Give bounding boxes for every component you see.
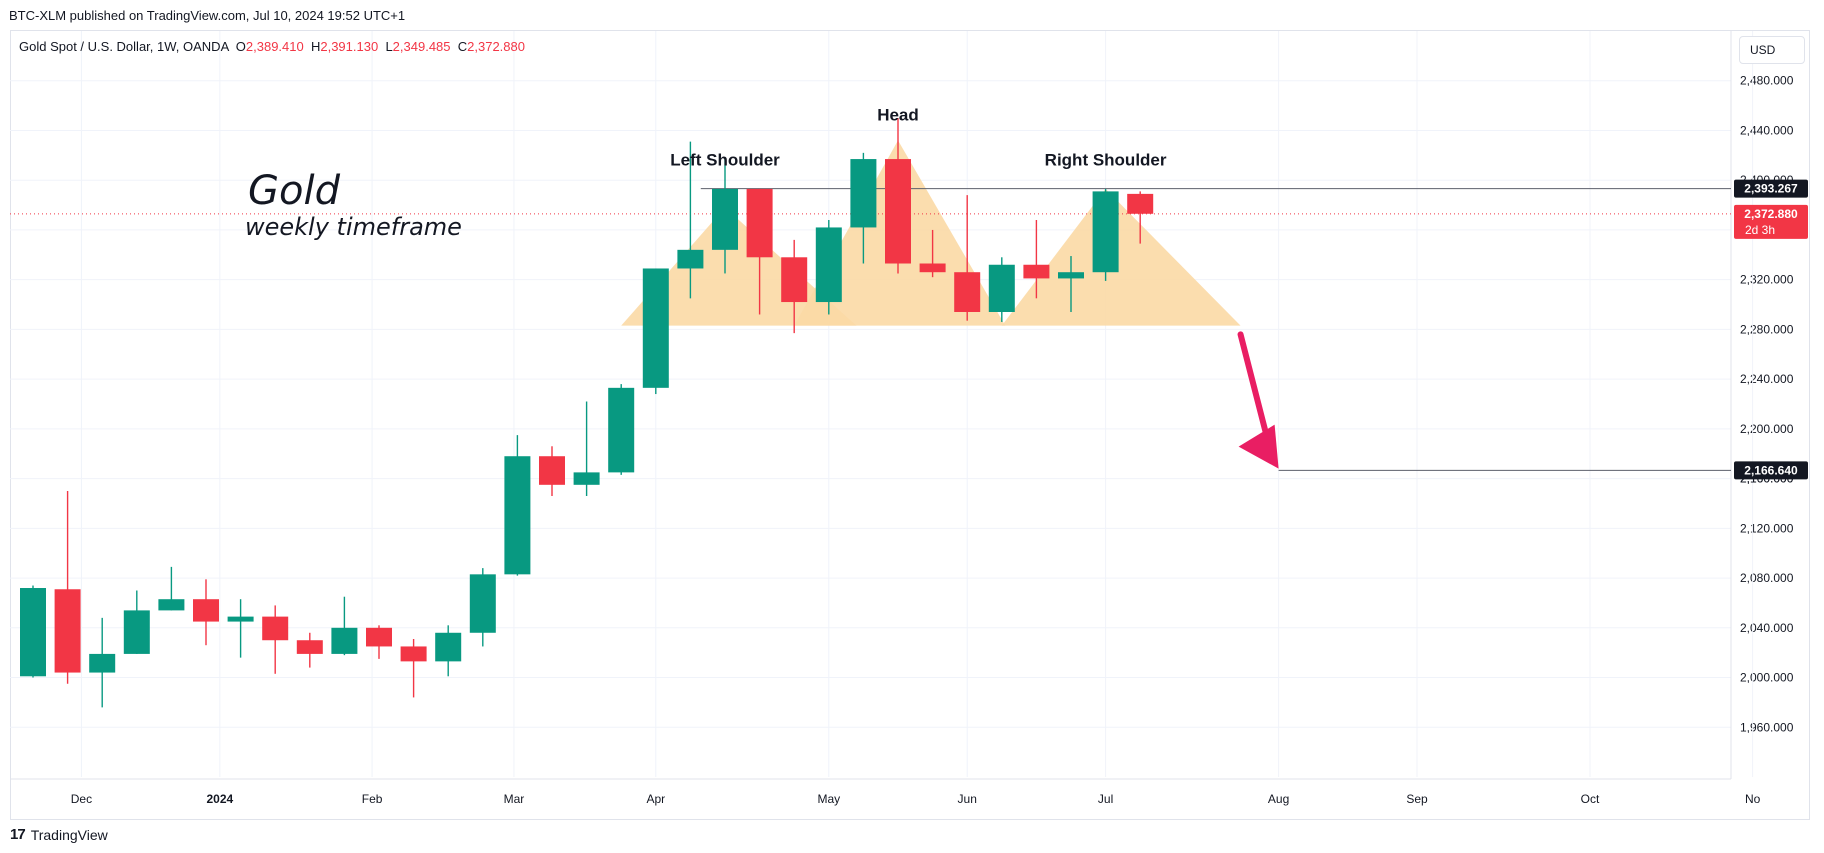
x-tick-label: Aug: [1268, 792, 1289, 806]
candle-body: [366, 627, 392, 647]
candle-body: [1058, 272, 1084, 279]
candle-body: [746, 188, 773, 258]
published-line: BTC-XLM published on TradingView.com, Ju…: [9, 8, 406, 23]
candle-body: [850, 159, 877, 228]
candle-body: [331, 627, 358, 654]
candle-body: [608, 387, 635, 473]
candle-body: [885, 159, 911, 264]
target-arrow-head: [1238, 424, 1279, 469]
y-tick-label: 2,200.000: [1740, 422, 1794, 436]
pattern-label: Left Shoulder: [670, 150, 780, 169]
candle-body: [469, 574, 496, 633]
candle-body: [504, 456, 531, 575]
y-tick-label: 1,960.000: [1740, 720, 1794, 734]
legend-close-label: C: [457, 39, 468, 54]
chart-subtitle: weekly timeframe: [245, 213, 462, 241]
legend-open-value: 2,389.410: [245, 39, 304, 54]
y-tick-label: 2,240.000: [1740, 372, 1794, 386]
y-tick-label: 2,440.000: [1740, 123, 1794, 137]
chart-legend: Gold Spot / U.S. Dollar, 1W, OANDA O2,38…: [19, 39, 525, 54]
x-tick-label: No: [1745, 792, 1761, 806]
candle-body: [400, 646, 427, 662]
candle-body: [677, 249, 704, 269]
candle-body: [573, 472, 600, 485]
x-tick-label: Mar: [504, 792, 525, 806]
candle-body: [919, 263, 946, 273]
candle-body: [262, 616, 289, 641]
pattern-triangle: [1001, 188, 1241, 326]
legend-low-label: L: [385, 39, 393, 54]
pattern-label: Right Shoulder: [1045, 150, 1167, 169]
brand-label: TradingView: [30, 826, 108, 843]
candle-body: [539, 456, 565, 485]
y-tick-label: 2,120.000: [1740, 521, 1794, 535]
target-price-label: 2,166.640: [1744, 463, 1798, 477]
candle-body: [1127, 193, 1154, 214]
y-tick-label: 2,280.000: [1740, 322, 1794, 336]
neckline-price-label: 2,393.267: [1744, 182, 1798, 196]
x-tick-label: Dec: [71, 792, 92, 806]
candle-body: [296, 640, 323, 654]
target-arrow-shaft: [1237, 331, 1272, 447]
x-tick-label: Apr: [646, 792, 665, 806]
chart-panel[interactable]: [10, 30, 1810, 820]
legend-high-value: 2,391.130: [320, 39, 379, 54]
candle-body: [1092, 191, 1119, 273]
legend-close-value: 2,372.880: [467, 39, 525, 54]
y-tick-label: 2,080.000: [1740, 571, 1794, 585]
candle-body: [193, 599, 219, 622]
footer: 17 TradingView: [10, 826, 108, 843]
x-tick-label: 2024: [206, 792, 233, 806]
pattern-label: Head: [877, 106, 919, 125]
x-tick-label: Sep: [1406, 792, 1428, 806]
candle-body: [158, 599, 185, 611]
candle-body: [642, 268, 669, 388]
candle-body: [954, 272, 981, 312]
current-price-label-bg: [1734, 204, 1808, 239]
legend-low-value: 2,349.485: [392, 39, 451, 54]
currency-button[interactable]: USD: [1739, 36, 1805, 64]
legend-symbol: Gold Spot / U.S. Dollar, 1W, OANDA: [19, 39, 229, 54]
y-tick-label: 2,320.000: [1740, 273, 1794, 287]
candle-body: [89, 653, 116, 673]
candle-body: [1023, 264, 1050, 279]
legend-open-label: O: [235, 39, 246, 54]
y-tick-label: 2,480.000: [1740, 74, 1794, 88]
y-tick-label: 2,000.000: [1740, 671, 1794, 685]
x-tick-label: Jun: [958, 792, 977, 806]
x-tick-label: Feb: [362, 792, 383, 806]
candle-body: [781, 257, 808, 303]
candle-body: [20, 588, 46, 677]
chart-title: Gold: [248, 168, 341, 214]
candle-body: [123, 610, 150, 654]
candle-body: [435, 632, 462, 662]
y-tick-label: 2,040.000: [1740, 621, 1794, 635]
candle-body: [54, 589, 81, 673]
countdown-label: 2d 3h: [1745, 223, 1775, 237]
candle-body: [815, 227, 842, 303]
current-price-label: 2,372.880: [1744, 207, 1798, 221]
candle-body: [988, 264, 1015, 312]
neckline-price-label-bg: [1734, 179, 1808, 198]
candle-body: [227, 616, 254, 622]
x-tick-label: Oct: [1581, 792, 1600, 806]
x-tick-label: Jul: [1098, 792, 1113, 806]
candle-body: [712, 188, 738, 250]
x-tick-label: May: [817, 792, 840, 806]
target-price-label-bg: [1734, 461, 1808, 480]
tradingview-logo-icon: 17: [10, 826, 26, 843]
legend-high-label: H: [310, 39, 321, 54]
